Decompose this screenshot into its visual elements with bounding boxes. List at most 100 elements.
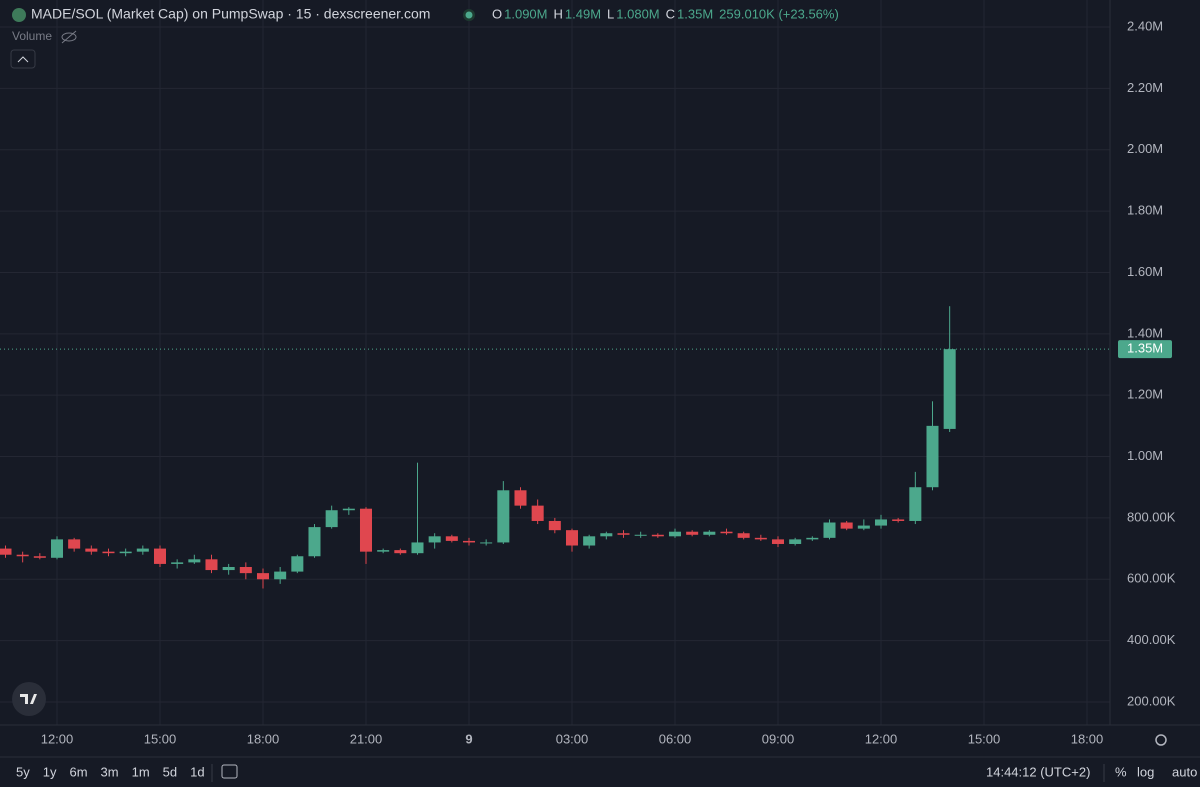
candle-body [445, 536, 458, 541]
hide-icon[interactable] [61, 30, 77, 44]
candle-body [16, 554, 29, 557]
ohlc-key: C [666, 6, 675, 21]
ohlc-header: O 1.090M H 1.49M L 1.080M C 1.35M [492, 6, 713, 21]
candle-body [153, 548, 167, 564]
candle-body [359, 508, 373, 552]
ohlc-key: O [492, 6, 502, 21]
y-tick-label: 2.20M [1127, 80, 1163, 95]
candle-body [480, 542, 493, 544]
candle-body [634, 534, 647, 536]
candle-body [686, 531, 699, 535]
candle-body [377, 550, 390, 552]
candle-body [50, 539, 64, 558]
candle-body [394, 550, 407, 554]
y-tick-label: 200.00K [1127, 693, 1176, 708]
range-button[interactable]: 5y [16, 764, 30, 779]
candle-body [857, 525, 870, 529]
candle-body [222, 566, 235, 571]
candle-body [840, 522, 853, 529]
x-tick-label: 18:00 [247, 731, 280, 746]
candle-body [823, 522, 836, 538]
scale-option[interactable]: % [1115, 764, 1127, 779]
candle-body [33, 556, 46, 558]
candle-body [102, 551, 115, 554]
candle-body [411, 542, 424, 554]
candle-body [771, 539, 785, 544]
ohlc-key: L [607, 6, 614, 21]
candle-body [0, 548, 12, 555]
candle-body [428, 536, 441, 543]
candle-body [600, 533, 613, 537]
candle-body [325, 510, 338, 528]
collapse-icon [17, 56, 29, 63]
candle-body [668, 531, 682, 537]
range-button[interactable]: 1m [132, 764, 150, 779]
candle-body [737, 533, 750, 538]
y-tick-label: 1.80M [1127, 203, 1163, 218]
candle-body [703, 531, 716, 535]
collapse-button[interactable] [10, 49, 36, 69]
candle-body [789, 539, 802, 544]
last-price-label: 1.35M [1127, 341, 1163, 356]
x-tick-label: 21:00 [350, 731, 383, 746]
scale-option[interactable]: log [1137, 764, 1154, 779]
candle-body [342, 508, 355, 511]
candle-body [531, 505, 544, 521]
x-tick-label: 18:00 [1071, 731, 1104, 746]
volume-label: Volume [12, 29, 52, 43]
y-tick-label: 2.40M [1127, 18, 1163, 33]
scale-options: % log auto [1115, 764, 1197, 779]
candle-body [68, 539, 81, 549]
candle-body [136, 548, 149, 552]
date-range-icon[interactable] [221, 764, 238, 779]
candle-body [565, 530, 579, 546]
x-tick-label: 12:00 [865, 731, 898, 746]
token-icon [12, 8, 26, 22]
candle-body [171, 562, 184, 564]
candle-body [943, 349, 956, 429]
candle-body [291, 556, 304, 572]
y-tick-label: 1.60M [1127, 264, 1163, 279]
tv-logo[interactable] [12, 682, 46, 716]
candle-body [308, 527, 321, 557]
candle-body [926, 425, 939, 488]
candle-body [497, 490, 510, 543]
clock: 14:44:12 (UTC+2) [986, 764, 1090, 779]
chart-title: MADE/SOL (Market Cap) on PumpSwap · 15 ·… [31, 6, 430, 22]
x-tick-label: 03:00 [556, 731, 589, 746]
candle-body [514, 490, 527, 506]
y-tick-label: 2.00M [1127, 141, 1163, 156]
ohlc-value: 1.49M [565, 6, 601, 21]
range-button[interactable]: 1y [43, 764, 57, 779]
candle-body [462, 540, 476, 543]
y-tick-label: 600.00K [1127, 571, 1176, 586]
settings-icon[interactable] [1155, 734, 1167, 746]
scale-option[interactable]: auto [1172, 764, 1197, 779]
x-tick-label: 09:00 [762, 731, 795, 746]
candle-body [119, 551, 132, 554]
range-button[interactable]: 1d [190, 764, 204, 779]
ohlc-value: 1.35M [677, 6, 713, 21]
candles [0, 306, 956, 589]
candle-body [548, 520, 561, 531]
ohlc-key: H [554, 6, 563, 21]
y-tick-label: 800.00K [1127, 509, 1176, 524]
candle-body [583, 536, 596, 546]
change: 259.010K (+23.56%) [719, 6, 839, 21]
candle-body [274, 571, 287, 580]
candle-body [651, 534, 664, 537]
candle-body [754, 537, 767, 540]
last-price-box [1118, 340, 1172, 359]
candle-body [892, 519, 905, 521]
status-dot [465, 11, 473, 19]
x-tick-label: 15:00 [968, 731, 1001, 746]
range-button[interactable]: 6m [69, 764, 87, 779]
y-tick-label: 1.20M [1127, 387, 1163, 402]
y-tick-label: 400.00K [1127, 632, 1176, 647]
range-button[interactable]: 5d [163, 764, 177, 779]
candle-body [617, 533, 630, 535]
range-button[interactable]: 3m [101, 764, 119, 779]
candle-body [256, 573, 270, 580]
